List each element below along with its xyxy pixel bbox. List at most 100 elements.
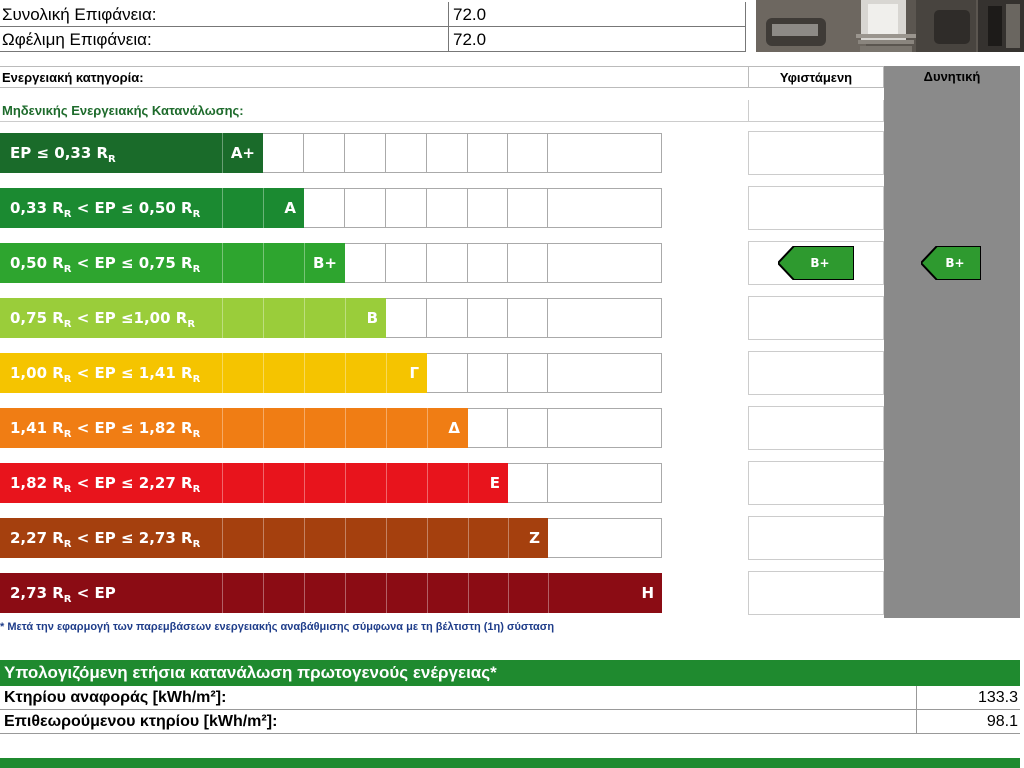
bar-segment-divider bbox=[222, 518, 223, 558]
consumption-title: Υπολογιζόμενη ετήσια κατανάλωση πρωτογεν… bbox=[0, 660, 1020, 686]
energy-class-bar: 0,75 RR < EP ≤1,00 RR B bbox=[0, 298, 386, 338]
scale-grid-cell bbox=[427, 353, 468, 393]
range-subscript: R bbox=[63, 374, 72, 385]
scale-grid-cell bbox=[468, 243, 508, 283]
bar-segment-divider bbox=[427, 463, 428, 503]
scale-grid-cell bbox=[508, 298, 548, 338]
existing-rating-arrow: B+ bbox=[776, 245, 855, 281]
bar-segment-divider bbox=[662, 573, 663, 613]
recommendation-note: * Μετά την εφαρμογή των παρεμβάσεων ενερ… bbox=[0, 621, 555, 633]
energy-class-bar: EP ≤ 0,33 RR A+ bbox=[0, 133, 263, 173]
range-text: 0,33 R bbox=[10, 199, 64, 217]
potential-column-header: Δυνητική bbox=[884, 66, 1020, 88]
range-text: < EP ≤1,00 R bbox=[71, 309, 188, 327]
bar-segment-divider bbox=[386, 408, 387, 448]
energy-class-bar: 2,27 RR < EP ≤ 2,73 RR Z bbox=[0, 518, 548, 558]
energy-class-range: 0,50 RR < EP ≤ 0,75 RR bbox=[10, 243, 200, 283]
range-subscript: R bbox=[192, 429, 201, 440]
existing-rating-cell bbox=[748, 516, 884, 560]
range-text: 1,82 R bbox=[10, 474, 64, 492]
range-text: 1,00 R bbox=[10, 364, 64, 382]
bar-segment-divider bbox=[222, 188, 223, 228]
energy-class-letter: A+ bbox=[230, 144, 255, 162]
potential-column bbox=[884, 88, 1020, 618]
bar-segment-divider bbox=[222, 463, 223, 503]
existing-column-header: Υφιστάμενη bbox=[748, 66, 884, 88]
bar-segment-divider bbox=[427, 408, 428, 448]
scale-grid-cell bbox=[304, 133, 345, 173]
potential-rating-arrow: B+ bbox=[919, 245, 982, 281]
scale-grid-cell bbox=[304, 188, 345, 228]
useful-area-value: 72.0 bbox=[448, 27, 746, 52]
range-text: < EP ≤ 1,82 R bbox=[71, 419, 193, 437]
scale-grid-cell bbox=[548, 243, 662, 283]
scale-grid-cell bbox=[386, 243, 427, 283]
total-area-row: Συνολική Επιφάνεια: 72.0 bbox=[0, 2, 746, 27]
bar-segment-divider bbox=[386, 353, 387, 393]
scale-grid-cell bbox=[508, 408, 548, 448]
bar-segment-divider bbox=[304, 298, 305, 338]
range-subscript: R bbox=[192, 539, 201, 550]
rating-arrow-label: B+ bbox=[945, 256, 965, 270]
bar-segment-divider bbox=[386, 518, 387, 558]
bar-segment-divider bbox=[427, 573, 428, 613]
scale-grid-cell bbox=[548, 298, 662, 338]
energy-class-letter: B bbox=[366, 309, 378, 327]
existing-rating-cell bbox=[748, 131, 884, 175]
range-subscript: R bbox=[63, 429, 72, 440]
bar-segment-divider bbox=[263, 298, 264, 338]
range-text: 0,75 R bbox=[10, 309, 64, 327]
scale-grid-cell bbox=[386, 133, 427, 173]
range-text: 1,41 R bbox=[10, 419, 64, 437]
energy-category-label: Ενεργειακή κατηγορία: bbox=[0, 66, 748, 88]
total-area-label: Συνολική Επιφάνεια: bbox=[2, 5, 157, 24]
energy-class-letter: A bbox=[284, 199, 296, 217]
bar-segment-divider bbox=[386, 573, 387, 613]
scale-grid-cell bbox=[427, 243, 468, 283]
existing-rating-cell bbox=[748, 571, 884, 615]
existing-rating-cell bbox=[748, 241, 884, 285]
scale-grid-cell bbox=[345, 133, 386, 173]
scale-grid-cell bbox=[386, 188, 427, 228]
range-text: 0,50 R bbox=[10, 254, 64, 272]
reference-building-value: 133.3 bbox=[916, 686, 1020, 710]
range-subscript: R bbox=[192, 484, 201, 495]
reference-building-row: Κτηρίου αναφοράς [kWh/m²]: 133.3 bbox=[0, 686, 1020, 710]
range-text: 2,27 R bbox=[10, 529, 64, 547]
useful-area-row: Ωφέλιμη Επιφάνεια: 72.0 bbox=[0, 27, 746, 52]
energy-class-letter: E bbox=[489, 474, 500, 492]
inspected-building-label: Επιθεωρούμενου κτηρίου [kWh/m²]: bbox=[4, 713, 278, 730]
energy-class-range: 2,73 RR < EP bbox=[10, 573, 116, 613]
inspected-building-row: Επιθεωρούμενου κτηρίου [kWh/m²]: 98.1 bbox=[0, 710, 1020, 734]
scale-grid-cell bbox=[427, 188, 468, 228]
energy-class-range: 1,00 RR < EP ≤ 1,41 RR bbox=[10, 353, 200, 393]
energy-class-range: 0,33 RR < EP ≤ 0,50 RR bbox=[10, 188, 200, 228]
bar-segment-divider bbox=[263, 573, 264, 613]
range-text: 2,73 R bbox=[10, 584, 64, 602]
bar-segment-divider bbox=[345, 353, 346, 393]
scale-grid-cell bbox=[548, 188, 662, 228]
building-photo bbox=[756, 0, 1024, 52]
range-text: < EP ≤ 1,41 R bbox=[71, 364, 193, 382]
bar-segment-divider bbox=[345, 573, 346, 613]
existing-rating-cell bbox=[748, 296, 884, 340]
bar-segment-divider bbox=[345, 518, 346, 558]
scale-grid-cell bbox=[427, 133, 468, 173]
energy-class-bar: 1,41 RR < EP ≤ 1,82 RR Δ bbox=[0, 408, 468, 448]
bar-segment-divider bbox=[548, 573, 549, 613]
scale-grid-cell bbox=[468, 298, 508, 338]
bar-segment-divider bbox=[222, 408, 223, 448]
energy-class-range: 2,27 RR < EP ≤ 2,73 RR bbox=[10, 518, 200, 558]
scale-grid-cell bbox=[548, 408, 662, 448]
bar-segment-divider bbox=[263, 353, 264, 393]
useful-area-label: Ωφέλιμη Επιφάνεια: bbox=[2, 30, 152, 49]
rating-arrow-label: B+ bbox=[810, 256, 830, 270]
bar-segment-divider bbox=[468, 463, 469, 503]
bar-segment-divider bbox=[222, 298, 223, 338]
total-area-value: 72.0 bbox=[448, 2, 746, 27]
range-subscript: R bbox=[63, 594, 72, 605]
energy-class-bar: 1,00 RR < EP ≤ 1,41 RR Γ bbox=[0, 353, 427, 393]
inspected-building-value: 98.1 bbox=[916, 710, 1020, 734]
range-text: < EP ≤ 2,27 R bbox=[71, 474, 193, 492]
range-text: < EP bbox=[71, 584, 116, 602]
